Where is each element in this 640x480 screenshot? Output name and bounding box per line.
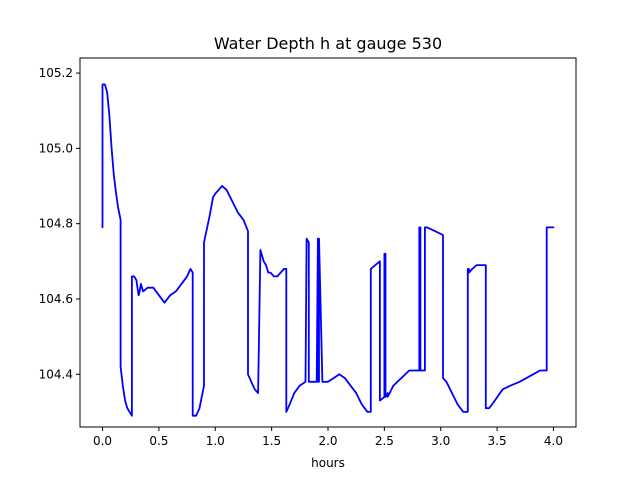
x-tick-label: 3.0 — [431, 434, 450, 448]
water-depth-line — [101, 83, 555, 417]
series-layer — [101, 83, 555, 417]
x-tick-label: 1.5 — [262, 434, 281, 448]
x-tick-label: 3.5 — [488, 434, 507, 448]
x-tick-label: 0.5 — [149, 434, 168, 448]
plot-frame — [79, 57, 577, 428]
y-tick-label: 105.0 — [39, 141, 73, 155]
x-tick-label: 0.0 — [93, 434, 112, 448]
y-tick-label: 104.6 — [39, 292, 73, 306]
x-tick-label: 2.5 — [375, 434, 394, 448]
ticks-layer: 0.0 0.5 1.0 1.5 2.0 2.5 3.0 3.5 4.0 104.4 104.6 104… — [39, 66, 563, 448]
x-tick-label: 4.0 — [544, 434, 563, 448]
chart-title: Water Depth h at gauge 530 — [214, 34, 442, 53]
x-tick-label: 2.0 — [318, 434, 337, 448]
y-tick-label: 105.2 — [39, 66, 73, 80]
y-tick-label: 104.4 — [39, 367, 73, 381]
x-tick-label: 1.0 — [206, 434, 225, 448]
y-tick-label: 104.8 — [39, 217, 73, 231]
x-axis-label: hours — [311, 456, 345, 470]
